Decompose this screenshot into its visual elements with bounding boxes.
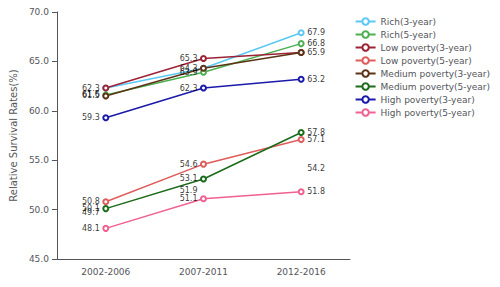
- svg-text:54.6: 54.6: [180, 160, 198, 169]
- svg-text:60.0: 60.0: [29, 106, 49, 116]
- svg-text:53.1: 53.1: [180, 174, 198, 183]
- svg-text:48.1: 48.1: [82, 224, 100, 233]
- svg-text:Rich(5-year): Rich(5-year): [381, 30, 436, 40]
- svg-text:45.0: 45.0: [29, 254, 49, 264]
- svg-text:61.6: 61.6: [82, 90, 100, 99]
- svg-text:Relative Survival Rates(%): Relative Survival Rates(%): [8, 69, 19, 202]
- svg-text:Medium poverty(5-year): Medium poverty(5-year): [381, 82, 490, 92]
- svg-text:55.0: 55.0: [29, 155, 49, 165]
- svg-text:51.1: 51.1: [180, 194, 198, 203]
- svg-text:63.9: 63.9: [180, 68, 198, 77]
- svg-text:High poverty(5-year): High poverty(5-year): [381, 108, 475, 118]
- svg-text:54.2: 54.2: [307, 164, 325, 173]
- svg-text:2012-2016: 2012-2016: [277, 267, 326, 277]
- svg-text:59.3: 59.3: [82, 113, 100, 122]
- svg-text:2002-2006: 2002-2006: [81, 267, 130, 277]
- svg-text:65.3: 65.3: [180, 54, 198, 63]
- svg-text:62.3: 62.3: [180, 84, 198, 93]
- svg-text:51.9: 51.9: [179, 186, 198, 196]
- svg-text:65.0: 65.0: [29, 56, 49, 66]
- svg-text:51.8: 51.8: [307, 187, 325, 196]
- svg-text:66.8: 66.8: [307, 39, 325, 48]
- svg-text:Medium poverty(3-year): Medium poverty(3-year): [381, 69, 490, 79]
- svg-text:62.3: 62.3: [82, 83, 100, 93]
- svg-text:50.8: 50.8: [82, 197, 100, 207]
- svg-text:65.9: 65.9: [307, 48, 325, 57]
- svg-text:63.2: 63.2: [307, 75, 325, 84]
- svg-text:50.0: 50.0: [29, 205, 49, 215]
- svg-text:70.0: 70.0: [29, 7, 49, 17]
- svg-text:High poverty(3-year): High poverty(3-year): [381, 95, 475, 105]
- svg-text:61.5: 61.5: [82, 91, 100, 100]
- svg-text:Rich(3-year): Rich(3-year): [381, 17, 436, 27]
- svg-text:57.1: 57.1: [307, 135, 325, 144]
- svg-text:Low poverty(5-year): Low poverty(5-year): [381, 56, 472, 66]
- svg-text:57.8: 57.8: [307, 128, 325, 137]
- svg-text:Low poverty(3-year): Low poverty(3-year): [381, 43, 472, 53]
- svg-text:67.9: 67.9: [307, 28, 325, 37]
- svg-text:49.7: 49.7: [82, 208, 100, 217]
- svg-text:2007-2011: 2007-2011: [179, 267, 228, 277]
